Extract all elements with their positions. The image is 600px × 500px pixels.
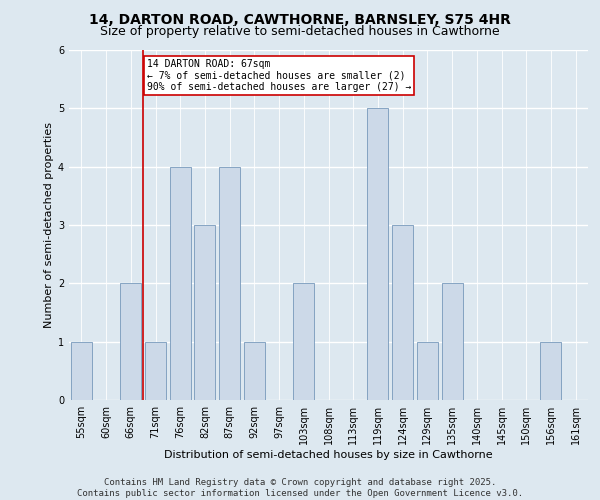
X-axis label: Distribution of semi-detached houses by size in Cawthorne: Distribution of semi-detached houses by …	[164, 450, 493, 460]
Y-axis label: Number of semi-detached properties: Number of semi-detached properties	[44, 122, 54, 328]
Text: 14, DARTON ROAD, CAWTHORNE, BARNSLEY, S75 4HR: 14, DARTON ROAD, CAWTHORNE, BARNSLEY, S7…	[89, 12, 511, 26]
Bar	[367, 108, 388, 400]
Bar	[194, 225, 215, 400]
Bar	[442, 284, 463, 400]
Bar	[293, 284, 314, 400]
Bar	[219, 166, 240, 400]
Bar	[71, 342, 92, 400]
Bar	[244, 342, 265, 400]
Text: 14 DARTON ROAD: 67sqm
← 7% of semi-detached houses are smaller (2)
90% of semi-d: 14 DARTON ROAD: 67sqm ← 7% of semi-detac…	[147, 59, 411, 92]
Bar	[541, 342, 562, 400]
Text: Size of property relative to semi-detached houses in Cawthorne: Size of property relative to semi-detach…	[100, 25, 500, 38]
Bar	[417, 342, 438, 400]
Bar	[392, 225, 413, 400]
Text: Contains HM Land Registry data © Crown copyright and database right 2025.
Contai: Contains HM Land Registry data © Crown c…	[77, 478, 523, 498]
Bar	[120, 284, 141, 400]
Bar	[170, 166, 191, 400]
Bar	[145, 342, 166, 400]
